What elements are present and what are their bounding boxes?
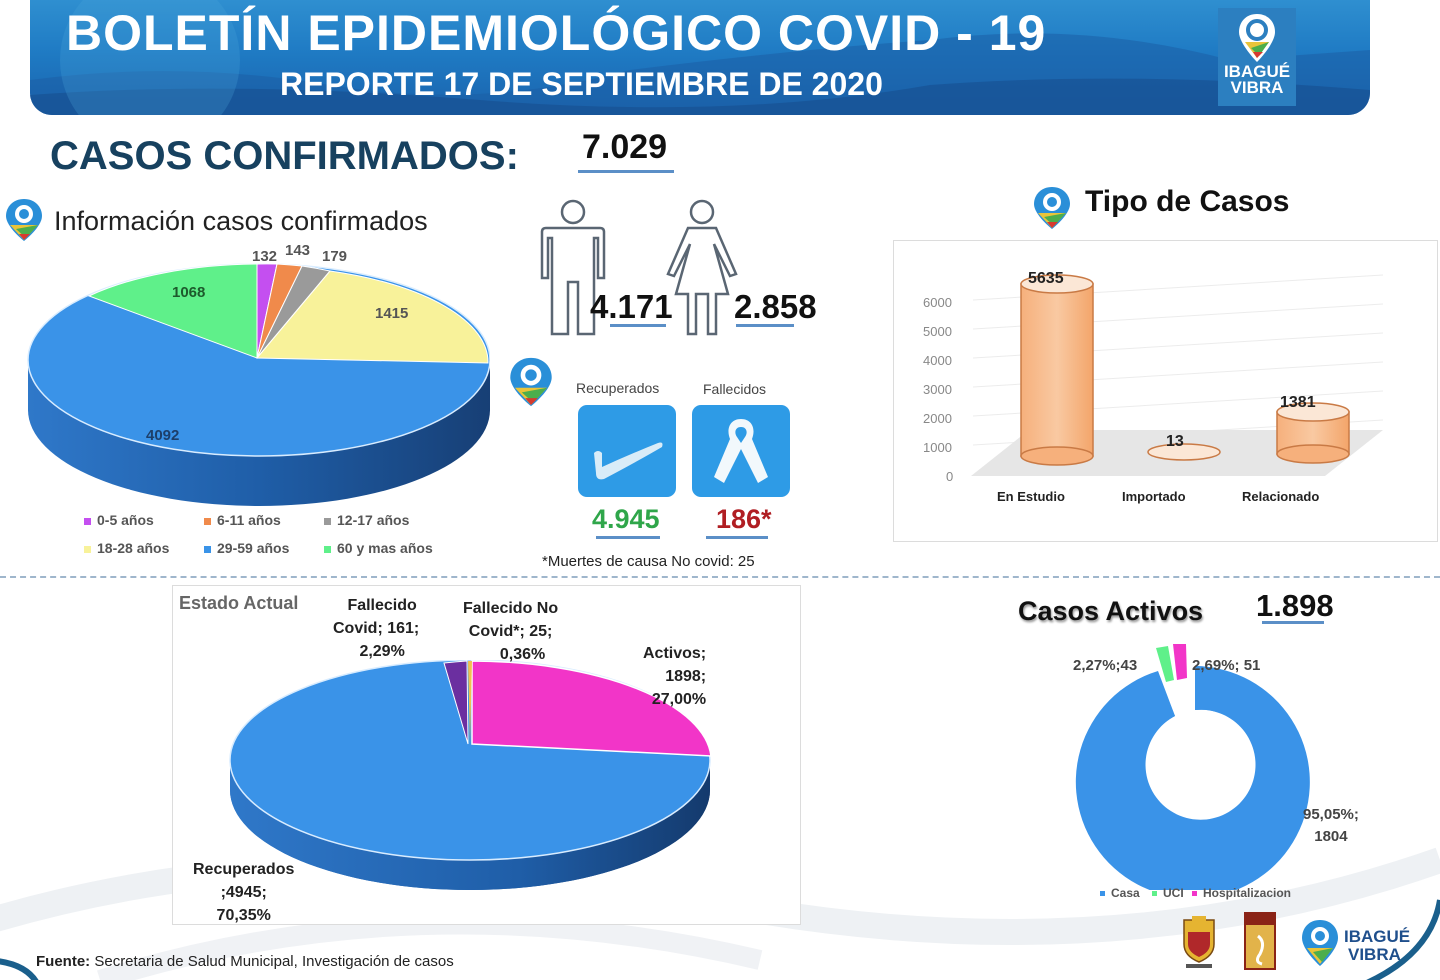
y-tick: 1000 [923,440,952,455]
male-cases-value: 4.171 [590,288,673,325]
legend-swatch [1152,891,1157,897]
type-bar-chart-frame [893,240,1438,542]
donut-label-casa: 95,05%; 1804 [1303,806,1359,845]
age-section-title: Información casos confirmados [54,206,428,236]
bar-category-relacionado: Relacionado [1242,489,1320,504]
source-label: Fuente: [36,953,91,970]
alcaldia-coat-of-arms-icon [1183,916,1215,968]
checkmark-icon [594,442,663,480]
age-label-18-28: 1415 [375,305,409,322]
legend-item-casa: Casa [1100,886,1140,900]
y-tick: 4000 [923,353,952,368]
legend-item-18-28: 18-28 años [84,540,169,556]
legend-swatch [1100,891,1105,897]
deceased-value: 186* [716,504,772,534]
non-covid-deaths-footnote: *Muertes de causa No covid: 25 [542,553,755,570]
legend-item-0-5: 0-5 años [84,512,154,528]
status-label-activos: Activos; 1898; 27,00% [643,645,707,708]
page-title: BOLETÍN EPIDEMIOLÓGICO COVID - 19 [66,5,1047,61]
report-date: REPORTE 17 DE SEPTIEMBRE DE 2020 [280,66,883,102]
status-label-recuperados: Recuperados ;4945; 70,35% [193,861,295,924]
bar-value-relacionado: 1381 [1280,394,1316,411]
deceased-label: Fallecidos [703,381,767,397]
confirmed-cases-value: 7.029 [582,128,668,166]
male-figure-icon [540,199,606,336]
source-text: Secretaria de Salud Municipal, Investiga… [94,953,454,970]
svg-text:IBAGUÉ: IBAGUÉ [1344,927,1410,946]
active-cases-title: Casos Activos [1018,596,1204,626]
underline [706,536,768,539]
y-tick: 5000 [923,324,952,339]
donut-label-hospitalizacion: 2,69%; 51 [1192,657,1261,674]
bar-value-importado: 13 [1166,433,1184,450]
ibague-vibra-logo: IBAGUÉ VIBRA [1218,8,1296,106]
recovered-card [578,405,676,497]
status-label-fallecido-covid: Fallecido Covid; 161; 2,29% [333,597,420,660]
age-label-29-59: 4092 [146,427,180,444]
underline [610,324,666,327]
underline [736,324,794,327]
age-label-0-5: 132 [252,248,278,265]
logo-text-line1: IBAGUÉ [1223,62,1291,81]
music-city-logo-icon [1244,912,1276,970]
female-cases-value: 2.858 [734,288,817,325]
legend-swatch [324,545,331,553]
y-tick: 0 [946,469,954,484]
legend-swatch [324,517,331,525]
age-pie-chart [27,263,490,506]
legend-swatch [84,545,91,553]
location-pin-icon [1239,14,1275,62]
header-banner: BOLETÍN EPIDEMIOLÓGICO COVID - 19 REPORT… [30,0,1370,115]
mountain-backdrop [30,0,1370,115]
active-donut-chart [1075,644,1310,890]
underline [578,170,674,173]
legend-swatch [1192,891,1197,897]
type-section-title: Tipo de Casos [1085,185,1290,218]
deceased-card [692,405,790,497]
legend-swatch [204,517,211,525]
section-divider [0,576,1440,578]
bar-category-importado: Importado [1122,489,1186,504]
ibague-pin-icon [1034,187,1070,229]
underline [596,536,660,539]
status-pie-chart [229,660,712,890]
bar-category-en-estudio: En Estudio [997,489,1065,504]
active-cases-value: 1.898 [1256,588,1334,623]
legend-item-12-17: 12-17 años [324,512,409,528]
ibague-vibra-footer-logo: IBAGUÉ VIBRA [1302,920,1410,966]
ibague-pin-icon [510,357,552,407]
legend-swatch [204,545,211,553]
legend-item-29-59: 29-59 años [204,540,289,556]
recovered-label: Recuperados [576,380,660,396]
female-figure-icon [666,199,738,336]
ribbon-icon [714,419,768,483]
status-label-fallecido-no-covid: Fallecido No Covid*; 25; 0,36% [463,600,559,663]
svg-text:VIBRA: VIBRA [1348,945,1401,964]
underline [1262,621,1324,624]
legend-item-60plus: 60 y mas años [324,540,433,556]
bar-value-en-estudio: 5635 [1028,270,1064,287]
donut-label-uci: 2,27%;43 [1073,657,1138,674]
legend-item-uci: UCI [1152,886,1184,900]
legend-swatch [84,517,91,525]
legend-item-hospitalizacion: Hospitalizacion [1192,886,1291,900]
legend-item-6-11: 6-11 años [204,512,281,528]
confirmed-cases-label: CASOS CONFIRMADOS: [50,134,519,178]
recovered-value: 4.945 [592,504,660,534]
y-tick: 3000 [923,382,952,397]
logo-text-line2: VIBRA [1230,78,1284,97]
y-tick: 2000 [923,411,952,426]
source-footer: Fuente: Secretaria de Salud Municipal, I… [36,953,454,970]
age-label-12-17: 179 [322,248,348,265]
age-label-6-11: 143 [285,242,311,259]
y-tick: 6000 [923,295,952,310]
ibague-pin-icon [6,199,42,241]
status-chart-title: Estado Actual [179,593,299,613]
type-bar-chart [971,274,1384,476]
age-label-60plus: 1068 [172,284,206,301]
